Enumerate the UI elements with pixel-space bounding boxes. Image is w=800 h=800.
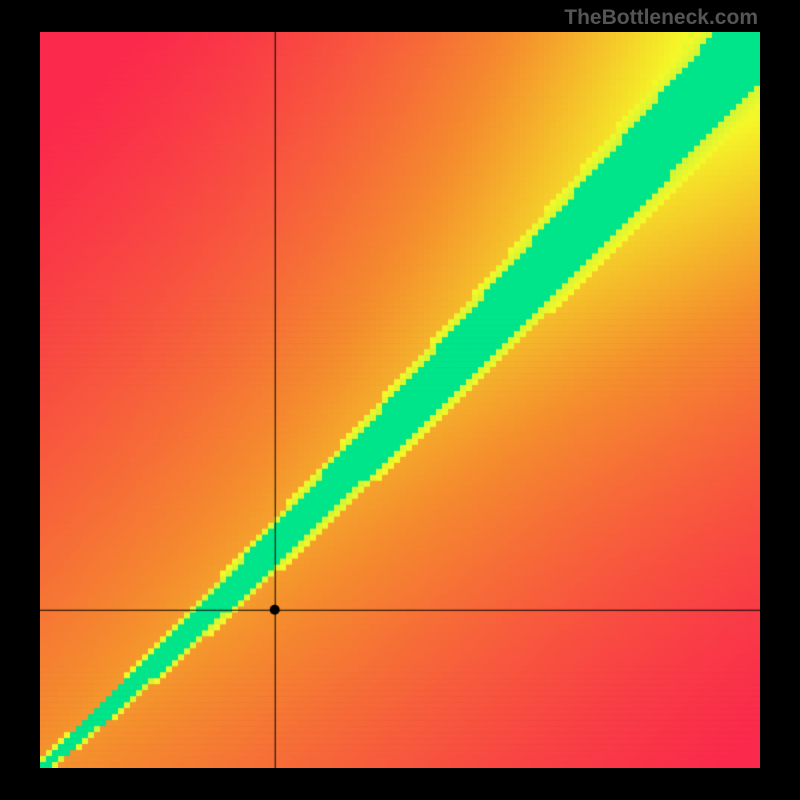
watermark-text: TheBottleneck.com [564,6,758,30]
heatmap-chart [40,32,760,768]
heatmap-canvas [40,32,760,768]
